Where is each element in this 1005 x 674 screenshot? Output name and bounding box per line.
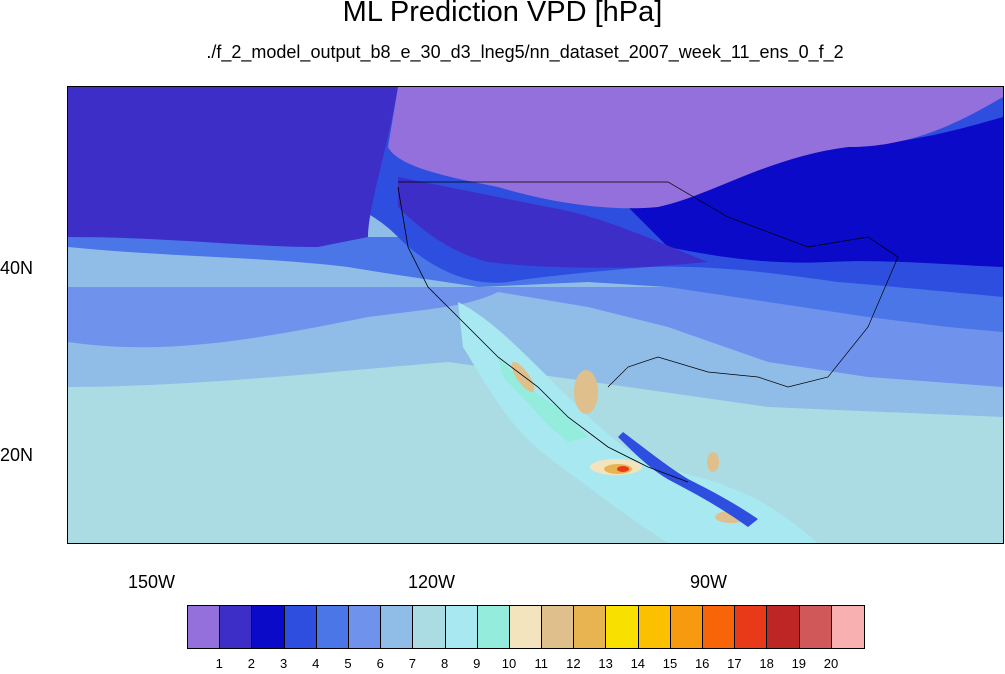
- vpd-region-12b: [511, 361, 535, 393]
- colorbar-swatch: [381, 606, 414, 648]
- colorbar-tick-label: 10: [501, 656, 517, 671]
- colorbar-swatch: [413, 606, 446, 648]
- vpd-region-1: [388, 87, 1003, 209]
- vpd-region-12c: [707, 452, 719, 472]
- colorbar-tick-label: 9: [473, 656, 481, 671]
- lon-label-120w: 120W: [408, 572, 456, 592]
- colorbar-tick-label: 13: [598, 656, 613, 671]
- colorbar-swatch: [284, 606, 317, 648]
- colorbar-swatch: [509, 606, 543, 648]
- vpd-region-12: [574, 370, 598, 414]
- colorbar-tick-label: 20: [823, 656, 839, 671]
- vpd-region-18: [617, 466, 629, 472]
- vpd-region-9: [458, 302, 818, 543]
- vpd-map-panel: [67, 86, 1004, 544]
- vpd-region-2b: [398, 177, 708, 268]
- colorbar-swatch: [220, 606, 253, 648]
- colorbar-swatch: [767, 606, 800, 648]
- colorbar-tick-label: 15: [662, 656, 678, 671]
- colorbar-swatch: [252, 606, 285, 648]
- colorbar-tick-label: 8: [440, 656, 449, 671]
- colorbar-swatch: [477, 606, 510, 648]
- colorbar-tick-label: 1: [215, 656, 223, 671]
- coastline: [397, 186, 689, 483]
- lon-label-150w: 150W: [128, 572, 176, 592]
- colorbar-tick-label: 14: [630, 656, 646, 671]
- vpd-contour-map: [68, 87, 1003, 543]
- colorbar-tick-label: 7: [408, 656, 417, 671]
- colorbar-tick-label: 5: [344, 656, 352, 671]
- colorbar-tick-label: 19: [791, 656, 807, 671]
- colorbar-swatch: [348, 606, 382, 648]
- vpd-colorbar: [187, 605, 865, 649]
- vpd-region-2: [68, 87, 398, 247]
- vpd-region-10: [498, 357, 588, 442]
- colorbar-tick-label: 18: [759, 656, 774, 671]
- map-title: ML Prediction VPD [hPa]: [342, 0, 663, 28]
- colorbar-tick-label: 12: [566, 656, 581, 671]
- lat-label-20n: 20N: [0, 445, 34, 465]
- lon-label-90w: 90W: [690, 572, 728, 592]
- colorbar-tick-label: 4: [312, 656, 320, 671]
- colorbar-tick-label: 2: [247, 656, 256, 671]
- colorbar-swatch: [542, 606, 575, 648]
- colorbar-swatch: [831, 606, 864, 648]
- colorbar-tick-labels: 1 2 3 4 5 6 7 8 9 10 11 12 13 14 15 16 17 18 19 20: [0, 656, 1005, 674]
- colorbar-swatch: [574, 606, 607, 648]
- colorbar-tick-label: 16: [694, 656, 710, 671]
- colorbar-tick-label: 3: [279, 656, 288, 671]
- colorbar-swatch: [735, 606, 768, 648]
- colorbar-swatch: [445, 606, 478, 648]
- map-subtitle: ./f_2_model_output_b8_e_30_d3_lneg5/nn_d…: [206, 42, 844, 62]
- colorbar-swatch: [606, 606, 639, 648]
- colorbar-swatch: [703, 606, 736, 648]
- lat-label-40n: 40N: [0, 258, 34, 278]
- colorbar-swatch: [670, 606, 703, 648]
- colorbar-tick-label: 17: [727, 656, 742, 671]
- colorbar-tick-label: 11: [534, 656, 548, 671]
- vpd-region-6: [68, 287, 1003, 387]
- colorbar-swatch: [638, 606, 671, 648]
- colorbar-swatch: [188, 606, 221, 648]
- vpd-region-3: [628, 117, 1003, 267]
- colorbar-swatch: [316, 606, 349, 648]
- vpd-region-4b: [618, 432, 758, 527]
- colorbar-tick-label: 6: [376, 656, 384, 671]
- us-border: [398, 181, 899, 388]
- vpd-region-8: [68, 362, 1003, 543]
- colorbar-swatch: [799, 606, 832, 648]
